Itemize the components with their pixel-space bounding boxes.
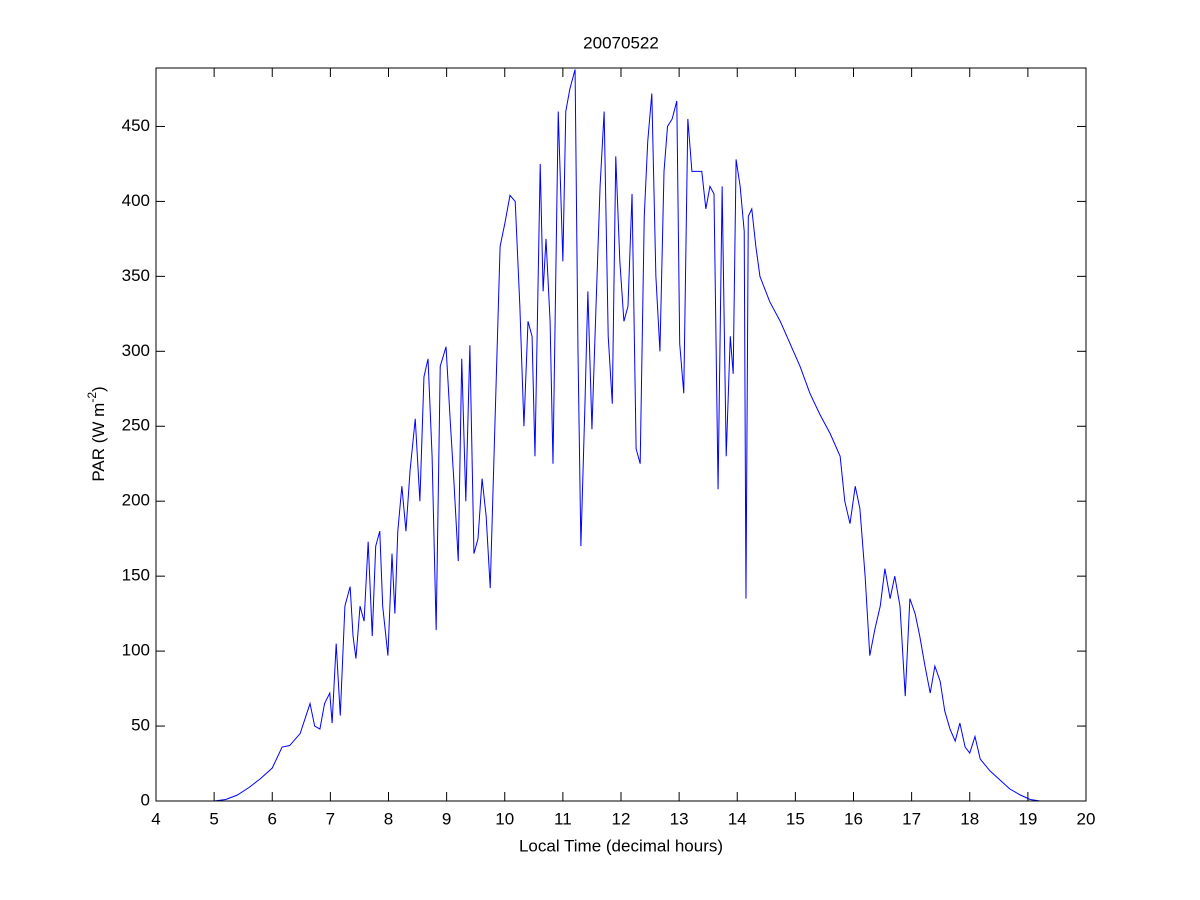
y-axis-label-text: PAR (W m — [89, 403, 108, 482]
chart-title: 20070522 — [583, 33, 659, 52]
y-tick-label: 400 — [122, 191, 150, 210]
x-tick-label: 7 — [326, 809, 335, 828]
x-tick-label: 13 — [670, 809, 689, 828]
y-axis-label-superscript: -2 — [85, 392, 99, 403]
x-tick-label: 10 — [495, 809, 514, 828]
y-tick-label: 150 — [122, 566, 150, 585]
x-tick-label: 17 — [902, 809, 921, 828]
y-tick-label: 250 — [122, 416, 150, 435]
x-tick-label: 15 — [786, 809, 805, 828]
y-tick-label: 0 — [141, 790, 150, 809]
x-tick-label: 8 — [384, 809, 393, 828]
y-tick-label: 450 — [122, 116, 150, 135]
x-tick-label: 18 — [960, 809, 979, 828]
x-axis-label: Local Time (decimal hours) — [519, 836, 723, 855]
y-axis-label: PAR (W m-2) — [85, 386, 108, 481]
y-tick-label: 50 — [131, 716, 150, 735]
x-tick-label: 6 — [268, 809, 277, 828]
y-tick-label: 350 — [122, 266, 150, 285]
x-tick-label: 9 — [442, 809, 451, 828]
x-tick-label: 14 — [728, 809, 747, 828]
y-tick-label: 300 — [122, 341, 150, 360]
y-axis-label-suffix: ) — [89, 386, 108, 392]
data-line — [214, 69, 1049, 802]
x-tick-label: 4 — [151, 809, 160, 828]
x-tick-label: 16 — [844, 809, 863, 828]
x-tick-label: 19 — [1018, 809, 1037, 828]
y-tick-label: 100 — [122, 641, 150, 660]
x-tick-label: 20 — [1077, 809, 1096, 828]
x-tick-label: 12 — [612, 809, 631, 828]
x-tick-label: 5 — [209, 809, 218, 828]
y-tick-label: 200 — [122, 491, 150, 510]
x-tick-label: 11 — [554, 809, 572, 828]
